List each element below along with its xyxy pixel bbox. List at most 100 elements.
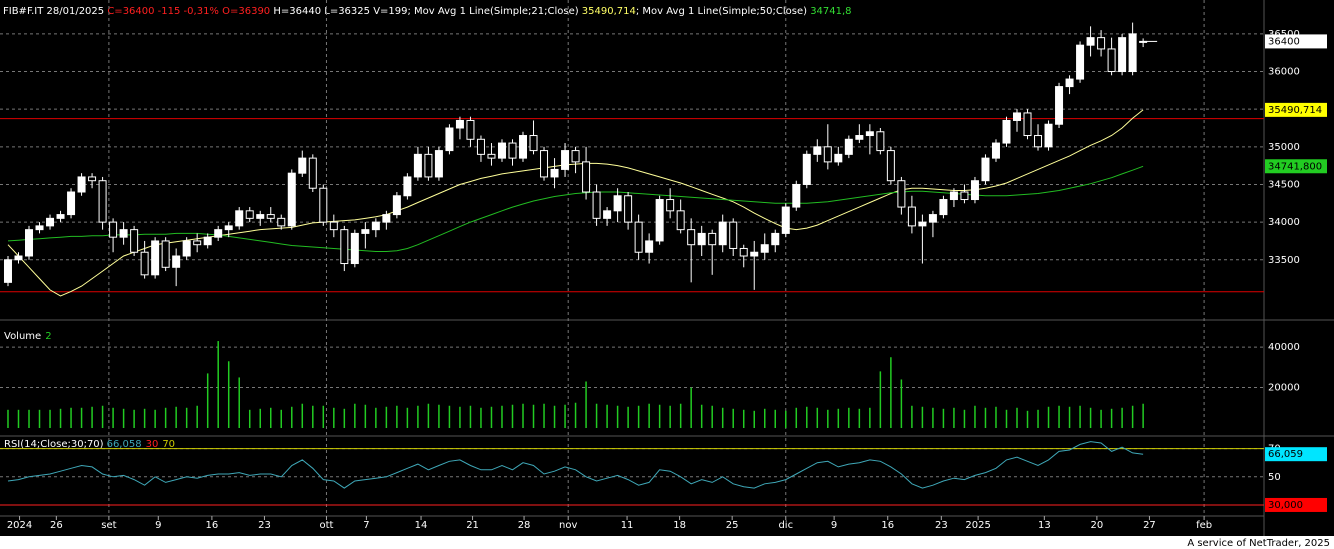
candle-body	[718, 221, 727, 246]
candle-body	[676, 210, 685, 231]
candle-body	[67, 191, 76, 216]
x-tick-label: nov	[559, 520, 577, 531]
candle-body	[193, 240, 202, 246]
x-tick-label: 13	[1038, 520, 1051, 531]
volume-name: Volume	[4, 331, 41, 342]
candle-body	[119, 229, 128, 238]
candle-body	[729, 221, 738, 249]
rsi-low-box	[1265, 497, 1327, 512]
candle-body	[392, 195, 401, 216]
candle-body	[161, 240, 170, 268]
rsi-tick-label: 50	[1268, 472, 1281, 483]
footer: A service of NetTrader, 2025	[1187, 538, 1330, 549]
x-tick-label: dic	[778, 520, 793, 531]
rsi-label-box	[1265, 447, 1327, 462]
x-tick-label: 11	[621, 520, 634, 531]
candle-body	[266, 214, 275, 219]
candle-body	[897, 180, 906, 208]
footer-bar	[0, 536, 1334, 549]
rsi-high: 70	[162, 439, 175, 450]
x-tick-label: 26	[50, 520, 63, 531]
candle-body	[424, 153, 433, 178]
candle-body	[77, 176, 86, 193]
candle-body	[508, 142, 517, 159]
candle-body	[855, 135, 864, 140]
x-tick-label: 23	[258, 520, 271, 531]
candle-body	[970, 180, 979, 201]
candle-body	[708, 232, 717, 246]
candle-body	[98, 180, 107, 223]
candle-body	[466, 119, 475, 140]
x-tick-label: 9	[831, 520, 837, 531]
candle-body	[487, 153, 496, 159]
candle-body	[277, 217, 286, 227]
candle-body	[25, 229, 34, 257]
candle-body	[224, 225, 233, 231]
candle-body	[382, 214, 391, 223]
candle-body	[529, 135, 538, 152]
candle-body	[182, 240, 191, 257]
candle-body	[907, 206, 916, 227]
y-tick-label: 33500	[1268, 255, 1300, 266]
header-part: C=36400 -115 -0,31% O=36390	[107, 6, 273, 17]
x-tick-label: 28	[518, 520, 531, 531]
candle-body	[350, 232, 359, 265]
rsi-name: RSI(14;Close;30;70)	[4, 439, 104, 450]
candle-body	[592, 191, 601, 219]
x-tick-label: 16	[881, 520, 894, 531]
candle-body	[1118, 37, 1127, 73]
rsi-title: RSI(14;Close;30;70) 66,058 30 70	[4, 439, 175, 450]
candle-body	[130, 229, 139, 253]
x-tick-label: 9	[155, 520, 161, 531]
candle-body	[802, 153, 811, 185]
x-tick-label: 14	[415, 520, 428, 531]
candle-body	[413, 153, 422, 178]
x-tick-label: 2024	[7, 520, 32, 531]
candle-body	[582, 161, 591, 193]
candle-body	[46, 217, 55, 227]
candle-body	[697, 232, 706, 246]
volume-extra: 2	[45, 331, 51, 342]
candle-body	[687, 229, 696, 246]
candle-body	[1076, 44, 1085, 80]
candle-body	[1086, 37, 1095, 46]
candle-body	[823, 146, 832, 163]
header-part: H=36440 L=36325 V=199; Mov Avg 1 Line(Si…	[273, 6, 581, 17]
candle-body	[1034, 135, 1043, 148]
candle-body	[844, 138, 853, 155]
plot: FIB#F.IT 28/01/2025 C=36400 -115 -0,31% …	[0, 0, 1327, 531]
candle-body	[571, 150, 580, 163]
x-tick-label: 7	[363, 520, 369, 531]
candle-body	[56, 214, 65, 219]
x-tick-label: set	[101, 520, 116, 531]
candle-body	[403, 176, 412, 197]
candle-body	[434, 150, 443, 178]
y-tick-label: 34500	[1268, 179, 1300, 190]
ma-label: 34741,800	[1268, 161, 1322, 172]
rsi-line	[7, 441, 1144, 489]
candle-body	[151, 240, 160, 276]
header-part: 35490,714	[582, 6, 636, 17]
candle-body	[981, 157, 990, 182]
candle-body	[655, 199, 664, 242]
candle-body	[476, 138, 485, 155]
candle-body	[792, 183, 801, 208]
x-tick-label: 18	[673, 520, 686, 531]
candle-body	[340, 229, 349, 265]
candle-body	[308, 157, 317, 189]
x-tick-label: 2025	[965, 520, 990, 531]
candle-body	[109, 221, 118, 238]
candle-body	[214, 229, 223, 238]
candle-body	[3, 259, 12, 283]
ma-label-box	[1265, 159, 1327, 174]
candle-body	[540, 150, 549, 178]
candle-body	[991, 142, 1000, 159]
x-tick-label: feb	[1196, 520, 1212, 531]
candle-body	[939, 199, 948, 216]
candle-body	[771, 232, 780, 246]
candle-body	[88, 176, 97, 182]
candle-body	[329, 221, 338, 231]
candle-body	[960, 191, 969, 201]
